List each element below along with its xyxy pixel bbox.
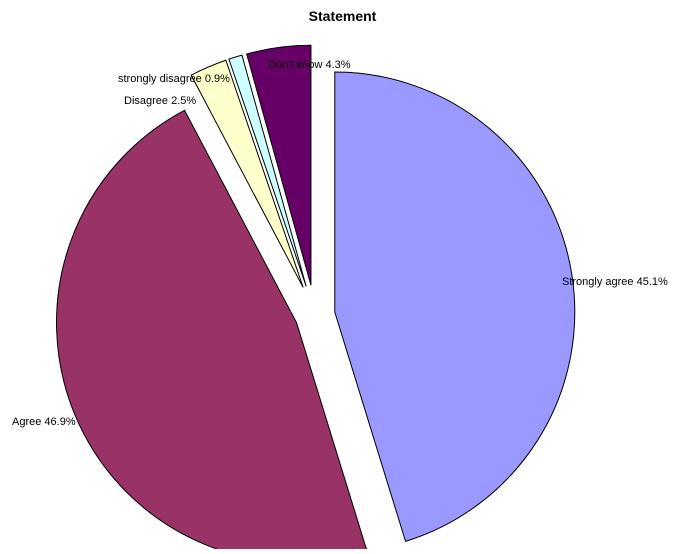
pie-slice-don-t-know	[246, 44, 312, 286]
slice-label-strongly-disagree: strongly disagree 0.9%	[118, 73, 230, 85]
pie-slice-agree	[56, 109, 368, 554]
pie-slice-strongly-agree	[334, 71, 576, 542]
chart-title: Statement	[308, 8, 377, 24]
pie-slice-strongly-disagree	[228, 54, 307, 287]
slice-label-strongly-agree: Strongly agree 45.1%	[562, 276, 668, 288]
slice-label-don-t-know: Don’t know 4.3%	[268, 59, 351, 71]
slice-label-agree: Agree 46.9%	[12, 416, 76, 428]
pie-slice-disagree	[190, 59, 304, 288]
slice-label-disagree: Disagree 2.5%	[124, 95, 196, 107]
